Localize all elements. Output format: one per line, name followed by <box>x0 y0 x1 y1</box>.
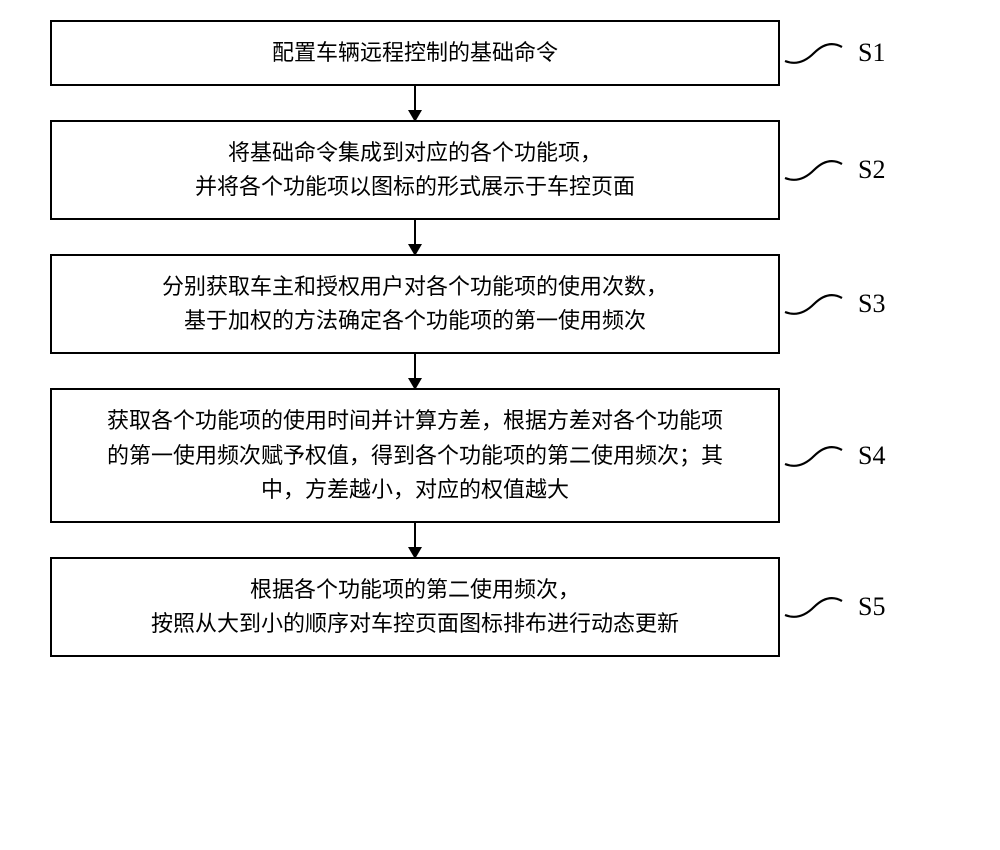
arrow-connector <box>50 354 780 388</box>
step-row-s5: 根据各个功能项的第二使用频次， 按照从大到小的顺序对车控页面图标排布进行动态更新… <box>50 557 950 657</box>
brace-icon <box>780 282 850 326</box>
step-row-s1: 配置车辆远程控制的基础命令 S1 <box>50 20 950 86</box>
step-box-s3: 分别获取车主和授权用户对各个功能项的使用次数， 基于加权的方法确定各个功能项的第… <box>50 254 780 354</box>
arrow-line <box>414 220 416 246</box>
step-row-s4: 获取各个功能项的使用时间并计算方差，根据方差对各个功能项 的第一使用频次赋予权值… <box>50 388 950 522</box>
step-label-s3: S3 <box>858 289 885 319</box>
step-box-s2: 将基础命令集成到对应的各个功能项， 并将各个功能项以图标的形式展示于车控页面 <box>50 120 780 220</box>
step-text: 分别获取车主和授权用户对各个功能项的使用次数， <box>72 270 758 304</box>
step-box-s5: 根据各个功能项的第二使用频次， 按照从大到小的顺序对车控页面图标排布进行动态更新 <box>50 557 780 657</box>
step-label-s4: S4 <box>858 441 885 471</box>
brace-icon <box>780 31 850 75</box>
brace-icon <box>780 148 850 192</box>
brace-icon <box>780 585 850 629</box>
step-text: 将基础命令集成到对应的各个功能项， <box>72 136 758 170</box>
step-text: 并将各个功能项以图标的形式展示于车控页面 <box>72 170 758 204</box>
step-label-s5: S5 <box>858 592 885 622</box>
step-text: 基于加权的方法确定各个功能项的第一使用频次 <box>72 304 758 338</box>
step-label-s2: S2 <box>858 155 885 185</box>
brace-icon <box>780 434 850 478</box>
step-text: 的第一使用频次赋予权值，得到各个功能项的第二使用频次；其 <box>72 439 758 473</box>
step-box-s1: 配置车辆远程控制的基础命令 <box>50 20 780 86</box>
step-row-s2: 将基础命令集成到对应的各个功能项， 并将各个功能项以图标的形式展示于车控页面 S… <box>50 120 950 220</box>
flowchart-container: 配置车辆远程控制的基础命令 S1 将基础命令集成到对应的各个功能项， 并将各个功… <box>50 20 950 657</box>
step-text: 中，方差越小，对应的权值越大 <box>72 473 758 507</box>
step-text: 根据各个功能项的第二使用频次， <box>72 573 758 607</box>
step-text: 获取各个功能项的使用时间并计算方差，根据方差对各个功能项 <box>72 404 758 438</box>
arrow-line <box>414 86 416 112</box>
arrow-line <box>414 523 416 549</box>
arrow-connector <box>50 523 780 557</box>
arrow-line <box>414 354 416 380</box>
step-box-s4: 获取各个功能项的使用时间并计算方差，根据方差对各个功能项 的第一使用频次赋予权值… <box>50 388 780 522</box>
step-text: 配置车辆远程控制的基础命令 <box>72 36 758 70</box>
step-text: 按照从大到小的顺序对车控页面图标排布进行动态更新 <box>72 607 758 641</box>
step-row-s3: 分别获取车主和授权用户对各个功能项的使用次数， 基于加权的方法确定各个功能项的第… <box>50 254 950 354</box>
step-label-s1: S1 <box>858 38 885 68</box>
arrow-connector <box>50 86 780 120</box>
arrow-connector <box>50 220 780 254</box>
